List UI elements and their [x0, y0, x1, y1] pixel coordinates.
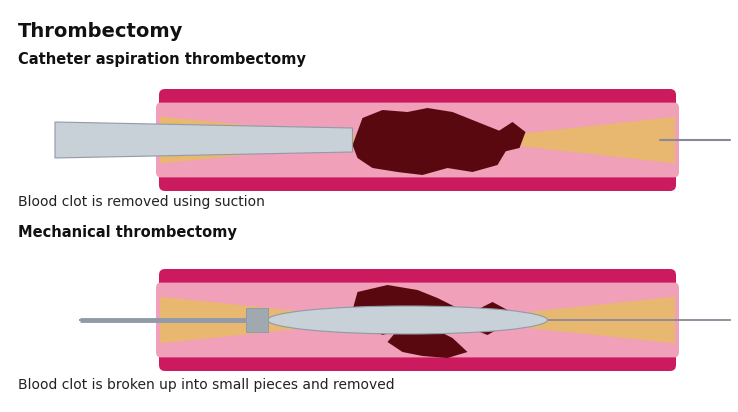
- Polygon shape: [497, 117, 675, 164]
- Polygon shape: [492, 122, 525, 152]
- Polygon shape: [55, 122, 353, 158]
- FancyBboxPatch shape: [246, 308, 267, 332]
- Text: Blood clot is removed using suction: Blood clot is removed using suction: [18, 195, 265, 209]
- FancyBboxPatch shape: [156, 103, 679, 178]
- Polygon shape: [160, 297, 357, 343]
- Polygon shape: [353, 285, 458, 335]
- Polygon shape: [387, 328, 467, 358]
- Text: Mechanical thrombectomy: Mechanical thrombectomy: [18, 225, 237, 240]
- Polygon shape: [353, 108, 509, 175]
- Text: Thrombectomy: Thrombectomy: [18, 22, 183, 41]
- Polygon shape: [477, 297, 675, 343]
- Polygon shape: [469, 302, 508, 335]
- FancyBboxPatch shape: [156, 283, 679, 357]
- Polygon shape: [160, 117, 362, 164]
- FancyBboxPatch shape: [159, 269, 676, 371]
- Ellipse shape: [267, 306, 548, 334]
- Text: Catheter aspiration thrombectomy: Catheter aspiration thrombectomy: [18, 52, 306, 67]
- Text: Blood clot is broken up into small pieces and removed: Blood clot is broken up into small piece…: [18, 378, 395, 392]
- FancyBboxPatch shape: [159, 89, 676, 191]
